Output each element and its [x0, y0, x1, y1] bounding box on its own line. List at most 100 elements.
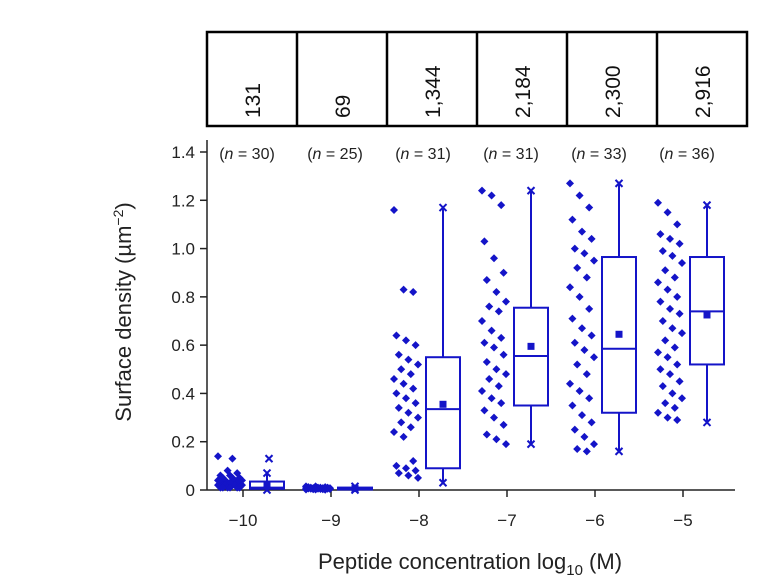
data-point: [666, 370, 674, 379]
whisker-cap-lower: [526, 439, 536, 449]
y-tick-label: 1.0: [171, 240, 195, 259]
n-label: (n = 30): [219, 146, 275, 163]
data-point: [580, 249, 589, 258]
data-point: [582, 273, 591, 282]
data-point: [654, 408, 662, 417]
count-table: 131 69 1,344 2,184 2,300 2,916: [205, 30, 749, 128]
data-point: [402, 336, 410, 345]
data-point: [658, 246, 667, 255]
data-point: [663, 353, 672, 362]
data-point: [399, 379, 408, 388]
x-tick-label: −5: [673, 511, 692, 530]
data-point: [404, 355, 413, 364]
data-point: [590, 440, 598, 449]
data-point: [587, 418, 596, 427]
data-point: [487, 394, 496, 403]
data-point: [502, 370, 510, 379]
data-point: [585, 304, 594, 313]
data-point: [590, 256, 598, 265]
data-point: [575, 387, 584, 396]
mean-marker: [439, 400, 447, 408]
x-tick-label: −9: [321, 511, 340, 530]
data-point: [482, 275, 491, 284]
data-point: [587, 331, 596, 340]
data-point: [480, 237, 489, 246]
data-point: [654, 278, 662, 287]
whisker-cap-upper: [614, 179, 624, 188]
data-point: [226, 483, 234, 492]
group-3: [390, 203, 461, 487]
data-point: [485, 374, 494, 383]
n-label: (n = 31): [395, 146, 451, 163]
data-point: [673, 415, 682, 424]
group-2: [302, 482, 373, 495]
data-point: [661, 266, 670, 275]
data-point: [663, 413, 672, 422]
data-point: [590, 353, 598, 362]
data-point: [497, 201, 506, 210]
data-point: [566, 283, 574, 292]
data-point: [499, 420, 508, 429]
data-point: [666, 304, 674, 313]
y-tick-label: 0.4: [171, 384, 195, 403]
data-point: [656, 230, 665, 239]
y-tick-label: 0.2: [171, 433, 195, 452]
data-point: [478, 387, 486, 396]
whisker-cap-upper: [262, 468, 272, 478]
count-label: 1,344: [422, 65, 445, 118]
whisker-cap-upper: [526, 186, 536, 195]
data-point: [218, 483, 227, 492]
data-point: [311, 485, 320, 494]
data-point: [490, 413, 498, 422]
data-point: [675, 239, 684, 248]
data-point: [580, 432, 589, 441]
data-point: [678, 394, 686, 403]
data-point: [402, 464, 410, 473]
data-point: [397, 365, 406, 374]
whisker-cap-upper: [702, 200, 712, 210]
whisker-cap-lower: [614, 447, 624, 456]
data-point: [568, 215, 577, 224]
group-1: [214, 452, 285, 495]
x-tick-label: −8: [409, 511, 428, 530]
data-point: [502, 297, 510, 306]
count-label: 2,916: [692, 65, 715, 118]
whisker-cap-upper: [438, 203, 448, 212]
data-point: [482, 430, 491, 439]
y-tick-label: 0.8: [171, 288, 195, 307]
data-point: [406, 423, 415, 432]
data-point: [392, 389, 401, 398]
count-label: 2,184: [512, 65, 535, 118]
data-point: [580, 345, 589, 354]
box: [249, 480, 285, 490]
y-tick-label: 0.6: [171, 336, 195, 355]
data-point: [478, 317, 486, 325]
data-point: [492, 365, 501, 374]
mean-marker: [703, 311, 711, 319]
data-point: [573, 263, 582, 272]
n-label: (n = 25): [307, 146, 363, 163]
box: [425, 356, 461, 470]
data-point: [570, 425, 579, 434]
data-point: [585, 394, 594, 403]
group-6: [654, 198, 725, 427]
data-point: [575, 191, 584, 200]
data-point: [409, 384, 418, 393]
count-label: 2,300: [602, 65, 625, 118]
data-point: [654, 348, 662, 357]
data-point: [566, 379, 574, 388]
data-point: [487, 191, 496, 200]
data-point: [673, 360, 682, 369]
n-labels: (n = 30) (n = 25) (n = 31) (n = 31) (n = 33)…: [219, 146, 715, 163]
data-point: [678, 329, 686, 338]
data-point: [663, 285, 672, 294]
data-point: [302, 485, 310, 494]
data-point: [582, 447, 591, 456]
data-point: [499, 268, 508, 277]
data-point: [414, 473, 422, 482]
data-point: [673, 292, 682, 301]
data-point: [675, 309, 684, 318]
n-label: (n = 33): [571, 146, 627, 163]
data-point: [663, 208, 672, 217]
data-point: [587, 234, 596, 243]
